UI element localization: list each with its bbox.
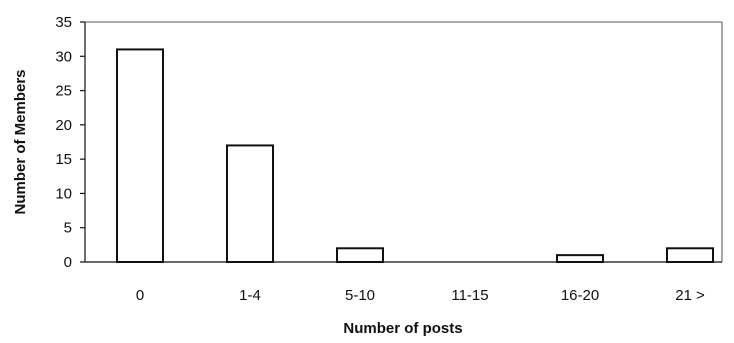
y-tick-label: 30 — [55, 48, 72, 65]
x-tick-label: 1-4 — [239, 287, 261, 304]
y-tick-label: 20 — [55, 117, 72, 134]
y-tick-label: 5 — [64, 220, 72, 237]
y-tick-label: 0 — [64, 254, 72, 271]
y-tick-label: 25 — [55, 83, 72, 100]
bar-16-20 — [556, 254, 604, 263]
bar-21 — [666, 247, 714, 264]
bar-1-4 — [226, 144, 274, 263]
bar-0 — [116, 48, 164, 263]
y-tick-label: 15 — [55, 151, 72, 168]
x-tick-label: 16-20 — [561, 287, 599, 304]
x-tick-label: 0 — [136, 287, 144, 304]
bars — [116, 48, 714, 264]
y-axis-ticks: 0 5 10 15 20 25 30 35 — [55, 14, 85, 271]
plot-frame — [84, 21, 723, 263]
y-tick-label: 10 — [55, 185, 72, 202]
x-axis-title: Number of posts — [343, 320, 462, 337]
x-tick-label: 5-10 — [345, 287, 375, 304]
x-tick-label: 11-15 — [451, 287, 488, 304]
bar-5-10 — [336, 247, 384, 264]
y-axis-title: Number of Members — [12, 69, 29, 214]
x-tick-label: 21 > — [675, 287, 705, 304]
y-tick-label: 35 — [55, 14, 72, 31]
x-axis-ticks: 0 1-4 5-10 11-15 16-20 21 > — [136, 287, 705, 304]
